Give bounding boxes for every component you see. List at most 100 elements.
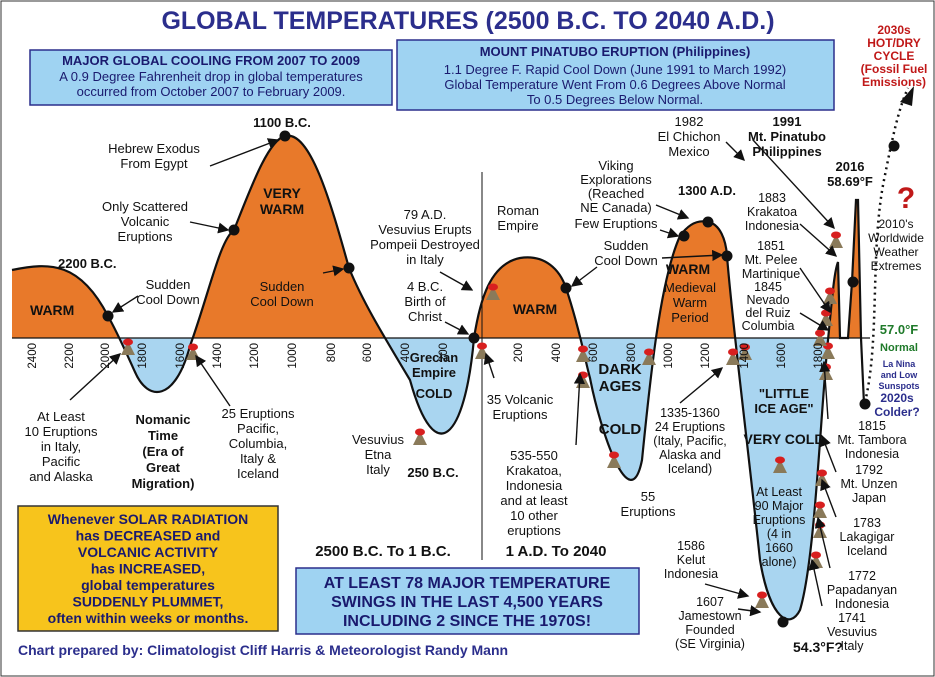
volcano-icon: [726, 348, 740, 365]
papadanyan-line: 1772: [848, 569, 876, 583]
nevado-del-ruiz-line: Nevado: [746, 293, 789, 307]
axis-tick-label: 2200: [64, 343, 76, 369]
nomanic-label-line: Time: [148, 428, 178, 443]
warm-label-roman: WARM: [513, 301, 557, 317]
solar-lines-line: Whenever SOLAR RADIATION: [48, 511, 248, 527]
swings-lines-line: AT LEAST 78 MAJOR TEMPERATURE: [324, 575, 611, 592]
projection-arrowhead: [900, 86, 914, 106]
vesuvius-79-line: in Italy: [406, 252, 444, 267]
jamestown-line: Founded: [685, 623, 734, 637]
little-ice-age-label-line: ICE AGE": [754, 401, 813, 416]
mt-unzen-line: Japan: [852, 491, 886, 505]
roman-empire-line: Roman: [497, 203, 539, 218]
volcano-icon: [738, 343, 752, 360]
axis-tick-label: 2000: [100, 343, 112, 369]
question-mark: ?: [897, 182, 915, 215]
mt-tambora-line: 1815: [858, 419, 886, 433]
grecian-label-line: Empire: [412, 365, 456, 380]
axis-tick-label: 600: [588, 343, 600, 362]
sudden-cool-2-line: Cool Down: [250, 294, 314, 309]
birth-of-christ-line: Christ: [408, 309, 442, 324]
few-eruptions: Few Eruptions: [574, 216, 658, 231]
pointer-arrows: [69, 138, 838, 617]
mt-unzen-line: 1792: [855, 463, 883, 477]
krakatoa-1883-line: Krakatoa: [747, 205, 797, 219]
nomanic-label-line: (Era of: [142, 444, 184, 459]
label-2016-line: 58.69°F: [827, 174, 873, 189]
swings-box: [295, 567, 640, 635]
hotdry-cycle-line: HOT/DRY: [867, 36, 921, 50]
roman-empire-line: Empire: [497, 218, 538, 233]
cold-label-1: COLD: [416, 386, 453, 401]
hotdry-cycle-line: Emissions): [862, 75, 926, 89]
volcano-icon: [486, 283, 500, 300]
vesuvius-etna-line: Italy: [366, 462, 390, 477]
cold-label-2: COLD: [599, 421, 642, 438]
lanina-label-line: and Low: [881, 370, 918, 380]
volcano-icon: [773, 456, 787, 473]
volcano-icon: [813, 501, 827, 518]
nevado-del-ruiz-line: del Ruiz: [745, 306, 790, 320]
swings-lines-line: INCLUDING 2 SINCE THE 1970S!: [343, 613, 591, 630]
volcano-icon: [642, 348, 656, 365]
vesuvius-1741-line: Italy: [841, 639, 865, 653]
label-1300ad: 1300 A.D.: [678, 183, 736, 198]
low-temp: 54.3°F?: [793, 639, 843, 655]
sudden-cool-1-line: Sudden: [146, 277, 191, 292]
label-2010s-line: Extremes: [871, 259, 922, 273]
lia-eruptions-label-line: (4 in: [767, 527, 791, 541]
axis-tick-label: 2400: [27, 343, 39, 369]
krakatoa-535-line: and at least: [500, 493, 568, 508]
lia-eruptions-label-line: 90 Major: [755, 499, 804, 513]
normal-temp: 57.0°F: [880, 322, 919, 337]
krakatoa-1883-line: 1883: [758, 191, 786, 205]
krakatoa-535-line: Krakatoa,: [506, 463, 562, 478]
lia-eruptions-label-line: At Least: [756, 485, 802, 499]
jamestown-line: (SE Virginia): [675, 637, 745, 651]
curve-points: [102, 130, 900, 628]
cooling-lines-line: occurred from October 2007 to February 2…: [77, 84, 346, 99]
credit: Chart prepared by: Climatologist Cliff H…: [18, 642, 508, 658]
swings-lines-line: SWINGS IN THE LAST 4,500 YEARS: [331, 594, 603, 611]
lia-eruptions-label-line: 1660: [765, 541, 793, 555]
lakagigar-line: Iceland: [847, 544, 887, 558]
nomanic-label-line: Nomanic: [136, 412, 191, 427]
cooling-lines-line: A 0.9 Degree Fahrenheit drop in global t…: [59, 69, 363, 84]
pinatubo-heading: MOUNT PINATUBO ERUPTION (Philippines): [480, 44, 751, 59]
at-least-10-line: Pacific: [42, 454, 81, 469]
axis-tick-label: 400: [551, 343, 563, 362]
papadanyan-line: Papadanyan: [827, 583, 897, 597]
pinatubo-1991-line: Philippines: [752, 144, 821, 159]
eruptions-55-line: Eruptions: [621, 504, 676, 519]
vesuvius-79-line: Pompeii Destroyed: [370, 237, 480, 252]
vesuvius-1741-line: 1741: [838, 611, 866, 625]
mt-pelee-line: Mt. Pelee: [745, 253, 798, 267]
vesuvius-1741-line: Vesuvius: [827, 625, 877, 639]
eruptions-1335-line: (Italy, Pacific,: [653, 434, 726, 448]
pinatubo-lines-line: To 0.5 Degrees Below Normal.: [527, 92, 703, 107]
volcano-icon: [413, 428, 427, 445]
el-chichon-line: 1982: [675, 114, 704, 129]
axis-tick-label: 1000: [287, 343, 299, 369]
axis-tick-label: 800: [626, 343, 638, 362]
medieval-period-label-line: Warm: [673, 295, 707, 310]
axis-tick-label: 1200: [700, 343, 712, 369]
mt-pelee-line: 1851: [757, 239, 785, 253]
axis-tick-label: 1600: [776, 343, 788, 369]
scattered-eruptions-line: Eruptions: [118, 229, 173, 244]
scattered-eruptions-line: Volcanic: [121, 214, 170, 229]
papadanyan-line: Indonesia: [835, 597, 889, 611]
